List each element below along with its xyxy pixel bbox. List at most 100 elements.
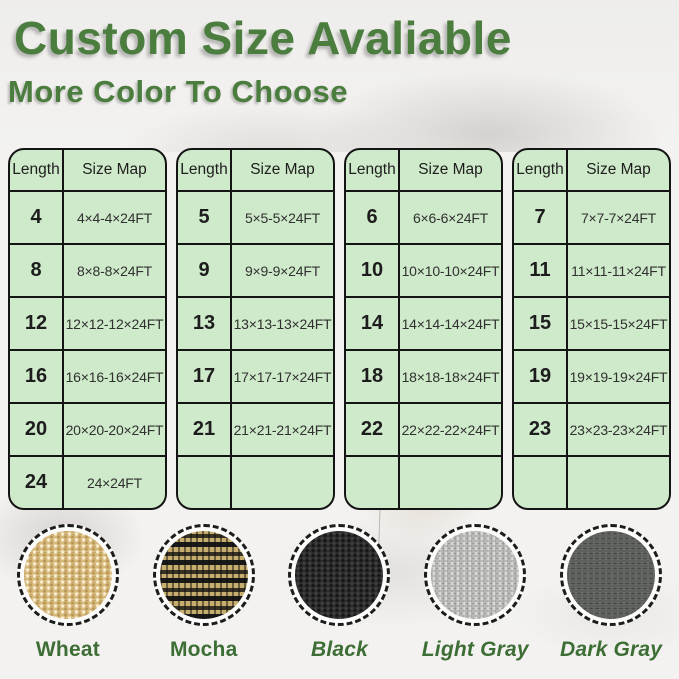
- length-cell: [346, 457, 400, 508]
- swatch-wheat: Wheat: [0, 524, 136, 662]
- size-table-1: Length Size Map 4 4×4-4×24FT 8 8×8-8×24F…: [8, 148, 167, 510]
- table-row: 11 11×11-11×24FT: [514, 243, 669, 296]
- size-cell: [400, 457, 501, 508]
- table-row: 5 5×5-5×24FT: [178, 190, 333, 243]
- table-row: 13 13×13-13×24FT: [178, 296, 333, 349]
- length-cell: 13: [178, 298, 232, 349]
- length-cell: 18: [346, 351, 400, 402]
- length-cell: 19: [514, 351, 568, 402]
- col-header-size-map: Size Map: [586, 161, 651, 178]
- light-gray-fabric-image: [431, 531, 520, 619]
- length-cell: 16: [10, 351, 64, 402]
- table-row: 22 22×22-22×24FT: [346, 402, 501, 455]
- table-header-row: Length Size Map: [10, 150, 165, 190]
- swatch-label: Mocha: [169, 638, 238, 661]
- table-row: 16 16×16-16×24FT: [10, 349, 165, 402]
- length-cell: 8: [10, 245, 64, 296]
- length-cell: 24: [10, 457, 64, 508]
- length-cell: 23: [514, 404, 568, 455]
- wheat-fabric-image: [23, 531, 112, 619]
- size-cell: 24×24FT: [86, 474, 143, 491]
- black-fabric-image: [295, 531, 384, 619]
- size-cell: 13×13-13×24FT: [233, 315, 332, 332]
- table-row: 21 21×21-21×24FT: [178, 402, 333, 455]
- size-table-2: Length Size Map 5 5×5-5×24FT 9 9×9-9×24F…: [176, 148, 335, 510]
- size-table-3: Length Size Map 6 6×6-6×24FT 10 10×10-10…: [344, 148, 503, 510]
- table-row: 18 18×18-18×24FT: [346, 349, 501, 402]
- size-cell: 6×6-6×24FT: [412, 209, 489, 226]
- table-header-row: Length Size Map: [346, 150, 501, 190]
- swatch-black: Black: [272, 524, 408, 662]
- table-row-empty: [514, 455, 669, 508]
- length-cell: 11: [514, 245, 568, 296]
- table-row: 19 19×19-19×24FT: [514, 349, 669, 402]
- length-cell: [514, 457, 568, 508]
- col-header-size-map: Size Map: [250, 161, 315, 178]
- size-table-4: Length Size Map 7 7×7-7×24FT 11 11×11-11…: [512, 148, 671, 510]
- page-subtitle: More Color To Choose: [8, 74, 349, 110]
- table-row: 14 14×14-14×24FT: [346, 296, 501, 349]
- size-cell: 14×14-14×24FT: [401, 315, 500, 332]
- size-cell: 9×9-9×24FT: [244, 262, 321, 279]
- size-cell: 10×10-10×24FT: [401, 262, 500, 279]
- table-row: 7 7×7-7×24FT: [514, 190, 669, 243]
- table-row: 6 6×6-6×24FT: [346, 190, 501, 243]
- swatch-dark-gray: Dark Gray: [543, 524, 679, 662]
- swatch-dashed-ring: [560, 524, 663, 626]
- length-cell: 4: [10, 192, 64, 243]
- swatch-label: Light Gray: [421, 638, 529, 661]
- length-cell: 10: [346, 245, 400, 296]
- length-cell: 21: [178, 404, 232, 455]
- size-cell: 8×8-8×24FT: [76, 262, 153, 279]
- length-cell: 22: [346, 404, 400, 455]
- size-cell: 18×18-18×24FT: [401, 368, 500, 385]
- color-swatches-row: Wheat Mocha Black Light Gray Dark Gray: [0, 524, 679, 662]
- size-cell: 19×19-19×24FT: [569, 368, 668, 385]
- size-tables-row: Length Size Map 4 4×4-4×24FT 8 8×8-8×24F…: [8, 148, 671, 510]
- size-cell: [568, 457, 669, 508]
- length-cell: 6: [346, 192, 400, 243]
- swatch-dashed-ring: [424, 524, 527, 626]
- dark-gray-fabric-image: [567, 531, 656, 619]
- col-header-size-map: Size Map: [82, 161, 147, 178]
- swatch-dashed-ring: [288, 524, 391, 626]
- swatch-mocha: Mocha: [136, 524, 272, 662]
- size-cell: 11×11-11×24FT: [571, 262, 666, 279]
- table-row: 15 15×15-15×24FT: [514, 296, 669, 349]
- length-cell: 17: [178, 351, 232, 402]
- table-row: 24 24×24FT: [10, 455, 165, 508]
- col-header-length: Length: [514, 150, 568, 190]
- table-row: 9 9×9-9×24FT: [178, 243, 333, 296]
- table-row: 17 17×17-17×24FT: [178, 349, 333, 402]
- size-cell: 21×21-21×24FT: [233, 421, 332, 438]
- swatch-label: Wheat: [35, 638, 100, 661]
- background-photo-top: [0, 0, 679, 152]
- length-cell: 20: [10, 404, 64, 455]
- table-row: 23 23×23-23×24FT: [514, 402, 669, 455]
- col-header-size-map: Size Map: [418, 161, 483, 178]
- table-row: 10 10×10-10×24FT: [346, 243, 501, 296]
- size-cell: 15×15-15×24FT: [569, 315, 668, 332]
- col-header-length: Length: [346, 150, 400, 190]
- col-header-length: Length: [178, 150, 232, 190]
- table-row-empty: [346, 455, 501, 508]
- size-cell: 12×12-12×24FT: [65, 315, 164, 332]
- size-cell: 7×7-7×24FT: [580, 209, 657, 226]
- swatch-dashed-ring: [16, 524, 119, 626]
- size-cell: 4×4-4×24FT: [76, 209, 153, 226]
- page-title: Custom Size Avaliable: [14, 12, 512, 64]
- length-cell: 9: [178, 245, 232, 296]
- swatch-label: Dark Gray: [559, 638, 663, 661]
- length-cell: 14: [346, 298, 400, 349]
- table-row: 20 20×20-20×24FT: [10, 402, 165, 455]
- table-header-row: Length Size Map: [514, 150, 669, 190]
- length-cell: 5: [178, 192, 232, 243]
- table-row-empty: [178, 455, 333, 508]
- length-cell: [178, 457, 232, 508]
- size-cell: 17×17-17×24FT: [233, 368, 332, 385]
- size-cell: 20×20-20×24FT: [65, 421, 164, 438]
- table-row: 12 12×12-12×24FT: [10, 296, 165, 349]
- col-header-length: Length: [10, 150, 64, 190]
- swatch-dashed-ring: [152, 524, 255, 626]
- size-cell: 23×23-23×24FT: [569, 421, 668, 438]
